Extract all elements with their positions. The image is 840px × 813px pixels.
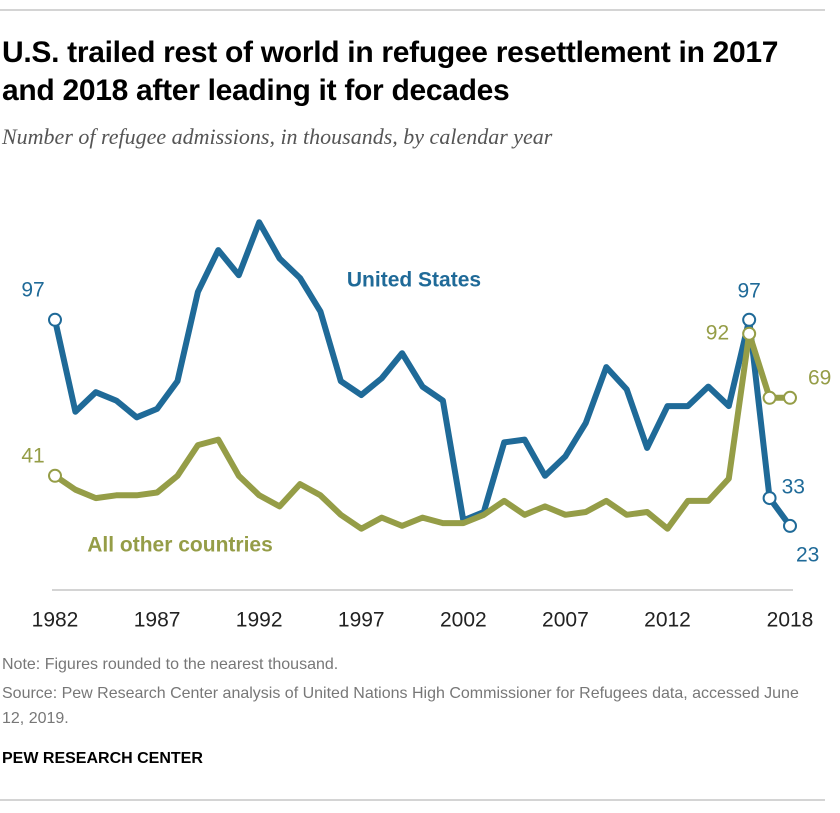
data-label: 97 — [737, 279, 760, 302]
data-label: 69 — [808, 366, 831, 389]
x-tick-label: 2018 — [767, 609, 814, 632]
x-tick-label: 1987 — [134, 609, 181, 632]
data-label: 97 — [21, 278, 44, 301]
point-marker — [742, 312, 757, 327]
point-marker — [783, 390, 797, 405]
x-tick-label: 2012 — [644, 609, 691, 632]
point-marker — [48, 312, 62, 327]
series-line — [52, 219, 793, 528]
note: Note: Figures rounded to the nearest tho… — [2, 656, 339, 673]
source: Source: Pew Research Center analysis of … — [2, 685, 799, 727]
data-label: 33 — [782, 476, 805, 499]
point-marker — [48, 468, 62, 483]
x-tick-label: 1992 — [236, 609, 283, 632]
series-label: United States — [347, 269, 481, 292]
chart-subtitle: Number of refugee admissions, in thousan… — [2, 124, 553, 149]
point-marker — [762, 390, 777, 405]
data-label: 23 — [796, 543, 819, 566]
data-label: 92 — [706, 321, 729, 344]
chart-title: U.S. trailed rest of world in refugee re… — [2, 36, 779, 107]
data-label: 41 — [21, 444, 44, 467]
point-marker — [783, 518, 797, 533]
series-label: All other countries — [87, 534, 273, 557]
point-marker — [762, 491, 777, 506]
x-tick-label: 1982 — [32, 609, 79, 632]
x-tick-label: 2002 — [440, 609, 487, 632]
point-marker — [742, 326, 757, 341]
x-tick-label: 1997 — [338, 609, 385, 632]
x-tick-label: 2007 — [542, 609, 589, 632]
footer: PEW RESEARCH CENTER — [2, 750, 203, 767]
series-line — [53, 330, 790, 532]
